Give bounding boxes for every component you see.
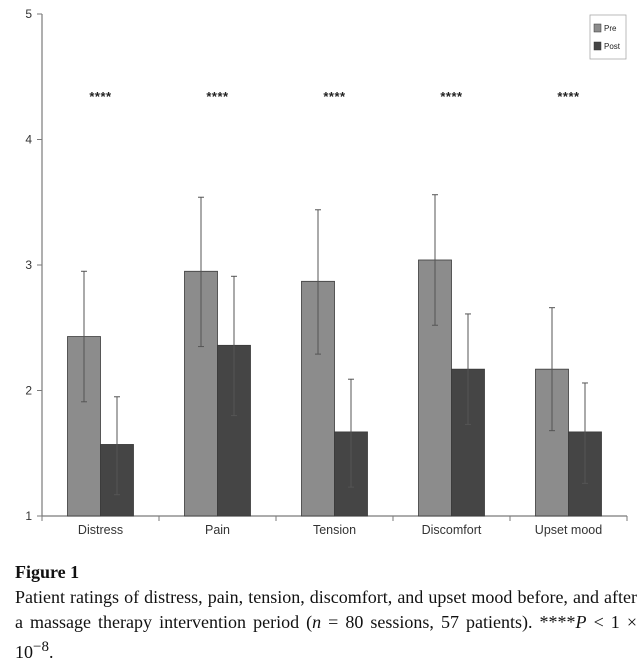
figure-caption: Figure 1 Patient ratings of distress, pa… <box>15 562 637 665</box>
x-category-label: Pain <box>205 523 230 537</box>
caption-text-1: Patient ratings of distress, pain, tensi… <box>15 587 637 632</box>
error-bars <box>81 194 588 496</box>
x-category-label: Discomfort <box>422 523 482 537</box>
significance-label: **** <box>89 89 112 104</box>
caption-n-var: n <box>312 612 322 632</box>
legend-swatch-pre <box>593 23 602 33</box>
axes: 1 2 3 4 5 <box>25 7 628 523</box>
significance-label: **** <box>440 89 463 104</box>
caption-text-3: < 1 × 10 <box>15 612 637 662</box>
x-category-label: Distress <box>78 523 123 537</box>
x-category-label: Upset mood <box>535 523 602 537</box>
significance-label: **** <box>557 89 580 104</box>
caption-text-2: = 80 sessions, 57 patients). **** <box>321 612 576 632</box>
y-tick-label: 3 <box>25 258 32 272</box>
y-tick-label: 4 <box>25 133 32 147</box>
y-tick-label: 1 <box>25 509 32 523</box>
legend: Pre Post <box>589 14 627 60</box>
legend-label-pre: Pre <box>604 24 617 33</box>
caption-exponent: −8 <box>33 639 49 655</box>
x-category-label: Tension <box>313 523 356 537</box>
caption-p-var: P <box>575 612 587 632</box>
caption-text-4: . <box>48 642 54 662</box>
figure-caption-text: Patient ratings of distress, pain, tensi… <box>15 585 637 665</box>
legend-label-post: Post <box>604 42 621 51</box>
legend-box <box>589 14 627 60</box>
labels: Distress **** Pain **** Tension **** Discomfor… <box>78 89 602 537</box>
legend-swatch-post <box>593 41 602 51</box>
significance-label: **** <box>323 89 346 104</box>
bars <box>67 259 602 517</box>
significance-label: **** <box>206 89 229 104</box>
y-tick-label: 5 <box>25 7 32 21</box>
y-tick-label: 2 <box>25 384 32 398</box>
figure-title: Figure 1 <box>15 562 80 582</box>
